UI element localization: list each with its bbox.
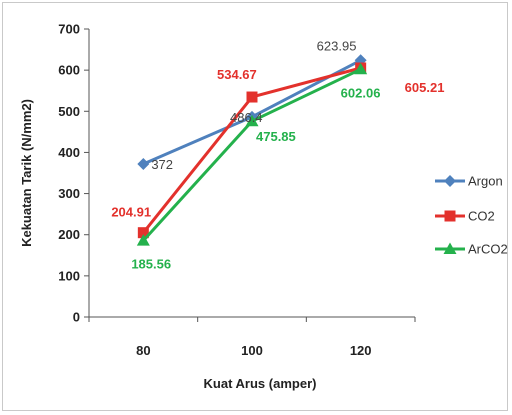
series-layer: [136, 54, 368, 246]
y-tick-label: 700: [58, 22, 80, 37]
y-tick-label: 400: [58, 145, 80, 160]
data-labels: 372 486.4 623.95 204.91 534.67 605.21 185.56 47…: [111, 38, 444, 271]
data-point-co2: [246, 91, 258, 103]
legend-item-arco2: ArCO2: [435, 242, 508, 257]
x-axis-ticks: 80 100 120: [88, 317, 416, 358]
y-tick-label: 300: [58, 186, 80, 201]
line-chart: 0 100 200 300 400 500 600 700 80 100 120 Kekuatan…: [19, 22, 508, 392]
data-point-arco2: [136, 234, 150, 246]
legend-marker: [444, 210, 456, 222]
data-point-arco2: [354, 62, 368, 75]
legend-marker: [443, 242, 457, 254]
legend-marker: [444, 175, 456, 187]
y-axis-title: Kekuatan Tarik (N/mm2): [19, 99, 34, 247]
chart-frame: 0 100 200 300 400 500 600 700 80 100 120 Kekuatan…: [2, 2, 508, 411]
axes: [88, 29, 415, 318]
y-tick-label: 200: [58, 227, 80, 242]
x-tick-label: 100: [241, 343, 263, 358]
data-label-arco2: 475.85: [256, 129, 296, 144]
legend-item-co2: CO2: [435, 209, 495, 224]
y-axis-ticks: 0 100 200 300 400 500 600 700: [58, 22, 89, 325]
data-label-co2: 534.67: [217, 67, 257, 82]
data-label-arco2: 185.56: [131, 257, 171, 272]
series-arco2: [136, 62, 368, 246]
x-tick-label: 80: [136, 343, 150, 358]
data-label-argon: 486.4: [230, 110, 263, 125]
data-label-co2: 605.21: [405, 80, 445, 95]
legend-label: ArCO2: [468, 242, 508, 257]
data-point-argon: [137, 157, 150, 170]
legend-label: Argon: [468, 174, 503, 189]
data-label-argon: 623.95: [317, 38, 357, 53]
y-tick-label: 500: [58, 104, 80, 119]
x-tick-label: 120: [350, 343, 372, 358]
y-tick-label: 600: [58, 63, 80, 78]
data-label-co2: 204.91: [111, 205, 151, 220]
legend: Argon CO2 ArCO2: [435, 174, 508, 257]
data-label-arco2: 602.06: [341, 85, 381, 100]
data-label-argon: 372: [151, 157, 173, 172]
y-tick-label: 100: [58, 268, 80, 283]
y-tick-label: 0: [73, 310, 80, 325]
x-axis-title: Kuat Arus (amper): [204, 376, 317, 391]
legend-item-argon: Argon: [435, 174, 503, 189]
data-point-arco2: [245, 114, 259, 127]
legend-label: CO2: [468, 209, 495, 224]
data-point-co2: [137, 227, 149, 239]
